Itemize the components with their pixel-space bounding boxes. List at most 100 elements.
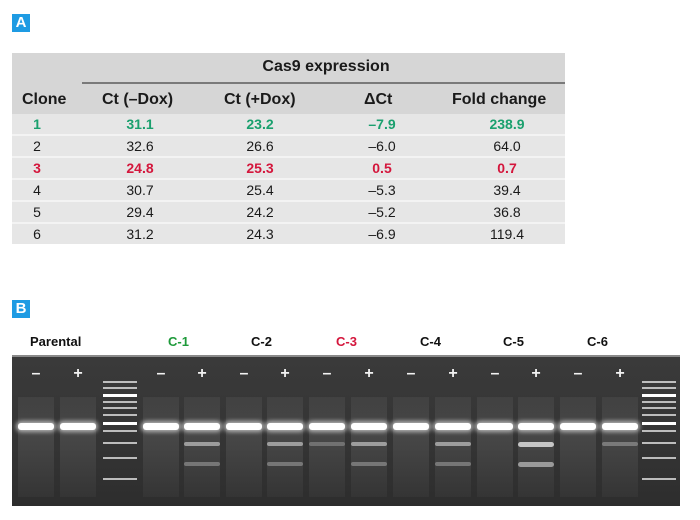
cell-ct-minus-dox: 29.4 bbox=[126, 204, 154, 220]
band-cleaved bbox=[518, 462, 554, 467]
cell-ct-minus-dox: 31.2 bbox=[126, 226, 154, 242]
cell-delta-ct: 0.5 bbox=[372, 160, 392, 176]
cell-delta-ct: –6.9 bbox=[368, 226, 396, 242]
cell-ct-minus-dox: 32.6 bbox=[126, 138, 154, 154]
cell-ct-minus-dox: 31.1 bbox=[126, 116, 154, 132]
cell-delta-ct: –6.0 bbox=[368, 138, 396, 154]
group-label-c2: C-2 bbox=[251, 334, 272, 349]
plus-dox-sign: + bbox=[531, 365, 541, 382]
gel-lane-c1-plus: + bbox=[184, 357, 220, 506]
band-cleaved bbox=[184, 462, 220, 466]
cell-clone: 3 bbox=[33, 160, 41, 176]
cell-delta-ct: –7.9 bbox=[368, 116, 396, 132]
col-header-ct-minus-dox: Ct (–Dox) bbox=[102, 91, 174, 108]
band-uncut bbox=[477, 423, 513, 430]
gel-lane-c5-minus: – bbox=[477, 357, 513, 506]
plus-dox-sign: + bbox=[615, 365, 625, 382]
cell-clone: 2 bbox=[33, 138, 41, 154]
minus-dox-sign: – bbox=[31, 365, 41, 382]
band-uncut bbox=[18, 423, 54, 430]
plus-dox-sign: + bbox=[448, 365, 458, 382]
plus-dox-sign: + bbox=[364, 365, 374, 382]
group-label-c4: C-4 bbox=[420, 334, 441, 349]
table-header: Cas9 expression Clone Ct (–Dox) Ct (+Dox… bbox=[12, 53, 565, 114]
group-label-c5: C-5 bbox=[503, 334, 524, 349]
band-uncut bbox=[393, 423, 429, 430]
band-cleaved bbox=[309, 442, 345, 446]
minus-dox-sign: – bbox=[490, 365, 500, 382]
cell-delta-ct: –5.2 bbox=[368, 204, 396, 220]
minus-dox-sign: – bbox=[322, 365, 332, 382]
cell-fold-change: 238.9 bbox=[489, 116, 525, 132]
group-header-rule bbox=[82, 82, 565, 84]
band-cleaved bbox=[435, 462, 471, 466]
minus-dox-sign: – bbox=[406, 365, 416, 382]
plus-dox-sign: + bbox=[73, 365, 83, 382]
gel-lane-c2-minus: – bbox=[226, 357, 262, 506]
table-row: 1 31.1 23.2 –7.9 238.9 bbox=[12, 114, 565, 134]
minus-dox-sign: – bbox=[573, 365, 583, 382]
band-uncut bbox=[309, 423, 345, 430]
plus-dox-sign: + bbox=[280, 365, 290, 382]
cas9-expression-table: Cas9 expression Clone Ct (–Dox) Ct (+Dox… bbox=[12, 53, 565, 244]
group-label-c1: C-1 bbox=[168, 334, 189, 349]
band-uncut bbox=[226, 423, 262, 430]
table-row: 4 30.7 25.4 –5.3 39.4 bbox=[12, 178, 565, 200]
cell-fold-change: 0.7 bbox=[497, 160, 517, 176]
cell-delta-ct: –5.3 bbox=[368, 182, 396, 198]
band-cleaved bbox=[267, 462, 303, 466]
gel-lane-parental-plus: + bbox=[60, 357, 96, 506]
band-cleaved bbox=[267, 442, 303, 446]
cell-clone: 5 bbox=[33, 204, 41, 220]
dna-ladder-left bbox=[103, 357, 137, 506]
cell-fold-change: 36.8 bbox=[493, 204, 521, 220]
band-cleaved bbox=[351, 442, 387, 446]
band-cleaved bbox=[184, 442, 220, 446]
cell-ct-plus-dox: 24.3 bbox=[246, 226, 274, 242]
gel-group-labels: Parental C-1 C-2 C-3 C-4 C-5 C-6 bbox=[0, 334, 700, 352]
table-row: 2 32.6 26.6 –6.0 64.0 bbox=[12, 134, 565, 156]
cell-ct-minus-dox: 30.7 bbox=[126, 182, 154, 198]
band-uncut bbox=[602, 423, 638, 430]
band-cleaved bbox=[602, 442, 638, 446]
panel-a-label: A bbox=[12, 14, 30, 32]
table-row: 3 24.8 25.3 0.5 0.7 bbox=[12, 156, 565, 178]
col-header-delta-ct: ΔCt bbox=[364, 91, 393, 108]
gel-lane-c5-plus: + bbox=[518, 357, 554, 506]
band-uncut bbox=[143, 423, 179, 430]
band-uncut bbox=[560, 423, 596, 430]
cell-clone: 1 bbox=[33, 116, 41, 132]
band-cleaved bbox=[518, 442, 554, 447]
cell-ct-plus-dox: 23.2 bbox=[246, 116, 274, 132]
band-uncut bbox=[351, 423, 387, 430]
minus-dox-sign: – bbox=[239, 365, 249, 382]
gel-lane-c4-plus: + bbox=[435, 357, 471, 506]
cell-fold-change: 64.0 bbox=[493, 138, 521, 154]
band-uncut bbox=[184, 423, 220, 430]
gel-lane-c6-minus: – bbox=[560, 357, 596, 506]
group-header-cas9-expression: Cas9 expression bbox=[262, 58, 390, 75]
group-label-c3: C-3 bbox=[336, 334, 357, 349]
cell-clone: 6 bbox=[33, 226, 41, 242]
gel-lane-c3-minus: – bbox=[309, 357, 345, 506]
cell-fold-change: 39.4 bbox=[493, 182, 521, 198]
gel-lane-c4-minus: – bbox=[393, 357, 429, 506]
dna-ladder-right bbox=[642, 357, 676, 506]
band-uncut bbox=[435, 423, 471, 430]
col-header-ct-plus-dox: Ct (+Dox) bbox=[224, 91, 296, 108]
band-cleaved bbox=[435, 442, 471, 446]
minus-dox-sign: – bbox=[156, 365, 166, 382]
plus-dox-sign: + bbox=[197, 365, 207, 382]
cell-clone: 4 bbox=[33, 182, 41, 198]
cell-ct-plus-dox: 26.6 bbox=[246, 138, 274, 154]
cell-fold-change: 119.4 bbox=[490, 226, 524, 242]
table-row: 6 31.2 24.3 –6.9 119.4 bbox=[12, 222, 565, 244]
gel-lane-c3-plus: + bbox=[351, 357, 387, 506]
col-header-clone: Clone bbox=[22, 91, 67, 108]
cell-ct-plus-dox: 24.2 bbox=[246, 204, 274, 220]
band-uncut bbox=[518, 423, 554, 430]
agarose-gel-image: – + – + – + – + bbox=[12, 355, 680, 506]
gel-lane-parental-minus: – bbox=[18, 357, 54, 506]
gel-lane-c6-plus: + bbox=[602, 357, 638, 506]
cell-ct-minus-dox: 24.8 bbox=[126, 160, 154, 176]
